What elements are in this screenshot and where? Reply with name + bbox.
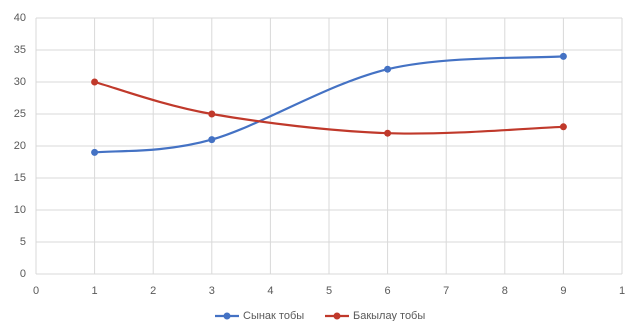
series-line [94, 80, 564, 135]
data-point [208, 110, 216, 118]
x-tick-label: 8 [502, 285, 508, 297]
y-tick-label: 20 [14, 140, 26, 152]
x-tick-label: 9 [560, 285, 566, 297]
data-point [91, 78, 99, 86]
y-tick-label: 0 [20, 268, 26, 280]
y-tick-label: 10 [14, 204, 26, 216]
y-tick-label: 30 [14, 76, 26, 88]
x-tick-label: 3 [209, 285, 215, 297]
y-tick-label: 15 [14, 172, 26, 184]
x-tick-label: 7 [443, 285, 449, 297]
x-tick-label: 2 [150, 285, 156, 297]
x-tick-label: 5 [326, 285, 332, 297]
x-tick-label: 4 [267, 285, 273, 297]
data-point [91, 148, 99, 156]
data-point [559, 123, 567, 131]
data-point [559, 52, 567, 60]
x-tick-label: 6 [385, 285, 391, 297]
x-tick-label: 1 [92, 285, 98, 297]
series-line [94, 55, 564, 154]
y-tick-label: 25 [14, 108, 26, 120]
legend-label: Сынак тобы [243, 310, 304, 321]
y-tick-label: 40 [14, 12, 26, 24]
y-tick-label: 5 [20, 236, 26, 248]
data-point [384, 65, 392, 73]
legend-marker [333, 312, 341, 320]
data-point [384, 129, 392, 137]
x-tick-label: 1 [619, 285, 625, 297]
legend-label: Бакылау тобы [353, 310, 425, 321]
legend-marker [223, 312, 231, 320]
y-tick-label: 35 [14, 44, 26, 56]
data-point [208, 136, 216, 144]
x-tick-label: 0 [33, 285, 39, 297]
